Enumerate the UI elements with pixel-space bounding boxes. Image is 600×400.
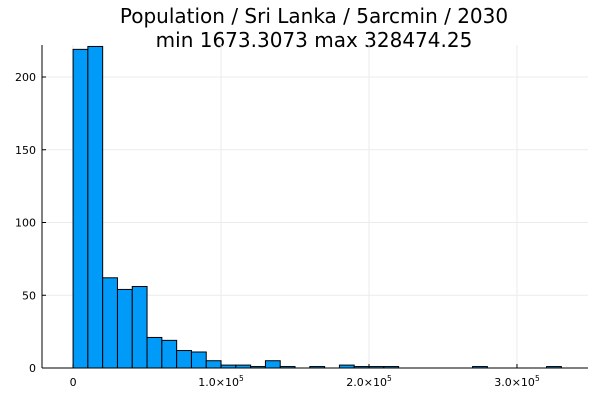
bars-layer <box>72 45 562 369</box>
x-tick-label: 3.0×105 <box>494 374 540 389</box>
y-tick-label: 200 <box>15 71 36 84</box>
y-tick-label: 50 <box>22 289 36 302</box>
histogram-bar <box>131 286 148 369</box>
histogram-bar <box>264 360 281 369</box>
histogram-bar <box>146 336 163 369</box>
x-tick-label: 1.0×105 <box>198 374 244 389</box>
y-tick-label: 150 <box>15 144 36 157</box>
histogram-bar <box>161 339 178 369</box>
histogram-bar <box>116 288 133 369</box>
histogram-bar <box>102 277 118 369</box>
histogram-bar <box>176 350 192 369</box>
axes-layer <box>41 45 588 369</box>
histogram-bar <box>72 48 89 369</box>
x-tick-label: 0 <box>70 376 77 389</box>
y-tick-label: 100 <box>15 217 36 230</box>
chart-subtitle: min 1673.3073 max 328474.25 <box>156 28 473 52</box>
tick-labels-layer: 0 50 100 150 200 0 1.0×105 2.0×105 3.0×105 <box>15 71 540 389</box>
x-tick-label: 2.0×105 <box>346 374 392 389</box>
y-tick-label: 0 <box>29 362 36 375</box>
histogram-bar <box>190 351 207 369</box>
histogram-bar <box>87 45 104 369</box>
histogram-bar <box>205 360 222 369</box>
chart-title: Population / Sri Lanka / 5arcmin / 2030 <box>120 4 508 28</box>
